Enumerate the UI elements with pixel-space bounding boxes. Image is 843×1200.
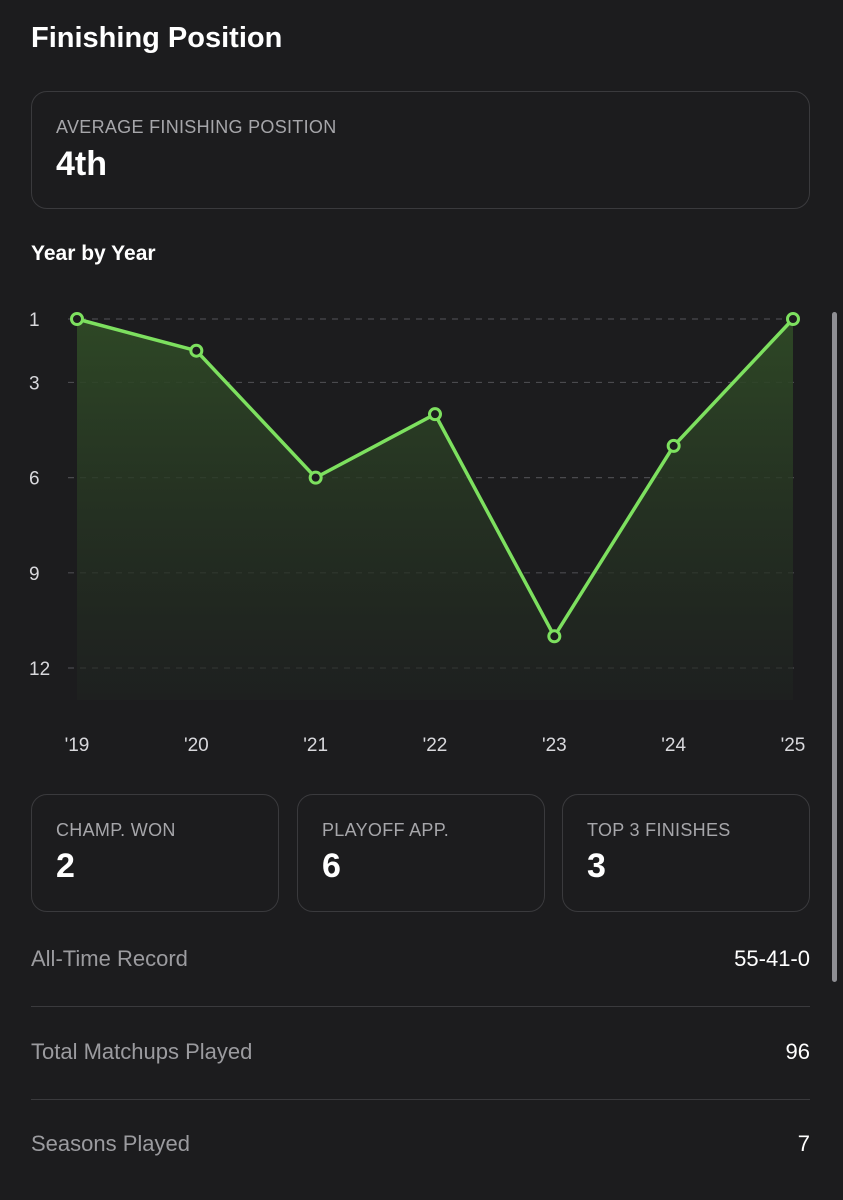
all-time-record-row: All-Time Record 55-41-0 xyxy=(31,946,810,986)
divider xyxy=(31,1099,810,1100)
data-point[interactable] xyxy=(189,343,204,358)
finishing-position-chart: 1 3 6 9 12 '19 '20 '21 '22 '23 '24 '25 xyxy=(29,310,806,756)
playoff-app-label: PLAYOFF APP. xyxy=(322,820,449,840)
average-finishing-card: AVERAGE FINISHING POSITION 4th xyxy=(31,91,810,209)
data-point[interactable] xyxy=(786,312,800,326)
x-tick-label: '20 xyxy=(184,735,209,756)
x-tick-label: '19 xyxy=(65,735,90,756)
data-point[interactable] xyxy=(428,407,442,422)
page-title: Finishing Position xyxy=(31,22,283,54)
stat-card-playoff-app: PLAYOFF APP. 6 xyxy=(297,794,545,912)
data-point[interactable] xyxy=(308,470,323,485)
champ-won-label: CHAMP. WON xyxy=(56,820,176,840)
total-matchups-value: 96 xyxy=(785,1039,810,1064)
total-matchups-label: Total Matchups Played xyxy=(31,1039,253,1064)
all-time-record-label: All-Time Record xyxy=(31,946,188,971)
data-point[interactable] xyxy=(666,438,681,453)
x-tick-label: '22 xyxy=(423,735,448,756)
champ-won-value: 2 xyxy=(56,847,75,885)
average-finishing-value: 4th xyxy=(56,145,107,183)
y-tick-label: 1 xyxy=(29,310,40,331)
x-tick-label: '24 xyxy=(661,735,686,756)
scrollbar[interactable] xyxy=(832,312,837,982)
year-by-year-title: Year by Year xyxy=(31,242,156,265)
chart-area xyxy=(77,319,793,700)
x-tick-label: '23 xyxy=(542,735,567,756)
seasons-played-value: 7 xyxy=(797,1131,810,1156)
top3-finishes-value: 3 xyxy=(587,847,606,885)
seasons-played-label: Seasons Played xyxy=(31,1131,190,1156)
y-tick-label: 3 xyxy=(29,373,40,394)
average-finishing-label: AVERAGE FINISHING POSITION xyxy=(56,117,337,137)
y-tick-label: 9 xyxy=(29,564,40,585)
divider xyxy=(31,1006,810,1007)
area-fill xyxy=(77,319,793,700)
y-tick-label: 6 xyxy=(29,469,40,490)
x-tick-label: '21 xyxy=(303,735,328,756)
stat-card-champ-won: CHAMP. WON 2 xyxy=(31,794,279,912)
y-axis-ticks: 1 3 6 9 12 xyxy=(29,310,50,680)
x-tick-label: '25 xyxy=(781,735,806,756)
data-point[interactable] xyxy=(70,312,84,326)
total-matchups-row: Total Matchups Played 96 xyxy=(31,1039,810,1079)
all-time-record-value: 55-41-0 xyxy=(734,946,810,971)
data-point[interactable] xyxy=(547,629,562,644)
seasons-played-row: Seasons Played 7 xyxy=(31,1131,810,1171)
stat-card-top3-finishes: TOP 3 FINISHES 3 xyxy=(562,794,810,912)
top3-finishes-label: TOP 3 FINISHES xyxy=(587,820,731,840)
x-axis-ticks: '19 '20 '21 '22 '23 '24 '25 xyxy=(65,735,806,756)
playoff-app-value: 6 xyxy=(322,847,341,885)
y-tick-label: 12 xyxy=(29,659,50,680)
chart-points xyxy=(70,312,800,644)
